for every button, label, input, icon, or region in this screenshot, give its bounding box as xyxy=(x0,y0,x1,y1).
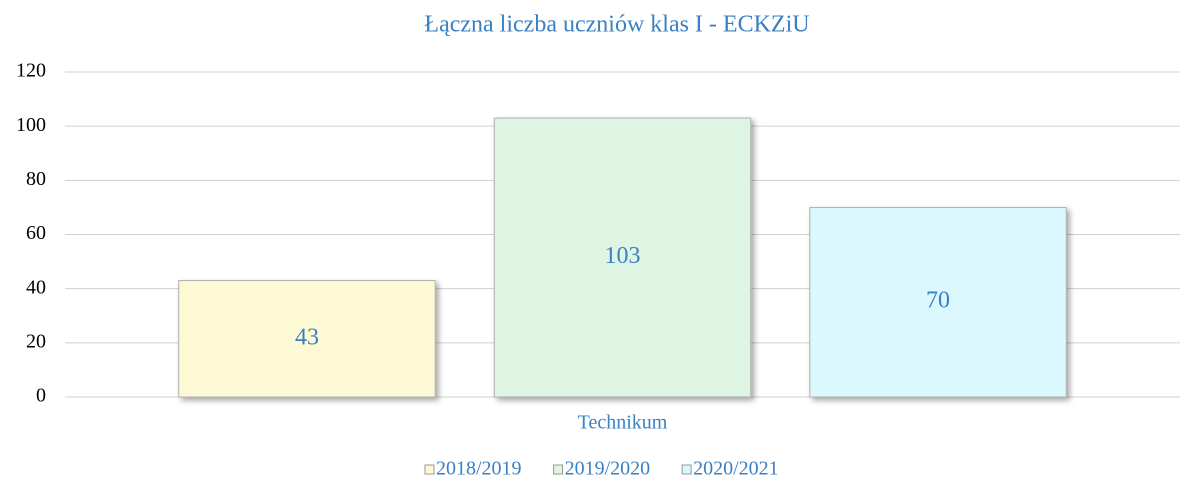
y-tick-label: 0 xyxy=(36,385,46,407)
bar xyxy=(178,280,436,398)
data-label: 70 xyxy=(926,288,950,314)
y-tick-label: 20 xyxy=(26,330,46,352)
legend-swatch xyxy=(424,464,435,475)
data-label: 103 xyxy=(605,243,641,269)
y-tick-label: 60 xyxy=(26,222,46,244)
y-tick-label: 40 xyxy=(26,276,46,298)
legend-swatch xyxy=(681,464,692,475)
y-tick-label: 80 xyxy=(26,168,46,190)
chart-title: Łączna liczba uczniów klas I - ECKZiU xyxy=(424,12,809,38)
bar xyxy=(493,117,752,398)
data-label: 43 xyxy=(295,324,319,350)
legend-label: 2020/2021 xyxy=(693,458,779,480)
legend-label: 2018/2019 xyxy=(436,458,522,480)
y-tick-label: 120 xyxy=(16,60,46,82)
legend-label: 2019/2020 xyxy=(565,458,651,480)
bar xyxy=(809,206,1067,398)
y-tick-label: 100 xyxy=(16,114,46,136)
x-tick-label: Technikum xyxy=(578,412,668,434)
legend-swatch xyxy=(553,464,564,475)
